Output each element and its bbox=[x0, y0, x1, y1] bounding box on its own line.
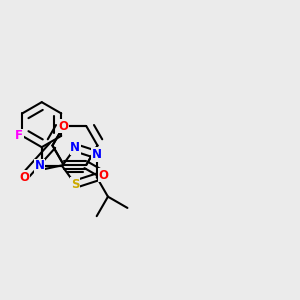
Text: N: N bbox=[92, 148, 102, 161]
Text: S: S bbox=[71, 178, 80, 190]
Text: N: N bbox=[70, 141, 80, 154]
Text: N: N bbox=[34, 159, 45, 172]
Text: O: O bbox=[19, 171, 29, 184]
Text: F: F bbox=[15, 129, 23, 142]
Text: O: O bbox=[99, 169, 109, 182]
Text: O: O bbox=[59, 119, 69, 133]
